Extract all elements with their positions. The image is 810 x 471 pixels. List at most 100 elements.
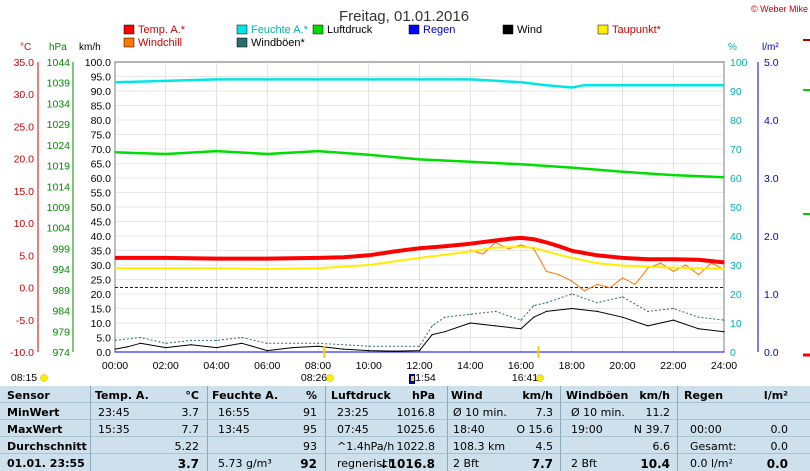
series-point [495, 325, 497, 327]
series-lines [114, 78, 725, 353]
pct-tick: 90 [730, 86, 742, 98]
kmh-tick: 35.0 [91, 246, 112, 258]
stats-cell: hPa [411, 389, 435, 402]
stats-cell: 10.4 [640, 457, 670, 471]
series-point [510, 238, 512, 240]
legend-swatch [123, 24, 135, 35]
series-point [698, 328, 700, 330]
rain-tick: 0.0 [764, 347, 779, 359]
series-point [723, 331, 725, 333]
legend-label: Temp. A.* [138, 24, 186, 36]
hpa-tick: 994 [52, 264, 70, 276]
series-point [520, 244, 522, 246]
series-point [495, 239, 497, 242]
stats-cell: 0.0 l/m² [690, 457, 733, 470]
series-point [723, 268, 725, 270]
series-point [317, 345, 319, 347]
stats-cell: 23:25 [337, 406, 369, 419]
series-line-5 [114, 308, 725, 352]
series-point [215, 150, 218, 152]
temp-tick: 0.0 [19, 283, 34, 295]
series-point [672, 319, 674, 321]
stats-cell: 5.22 [174, 440, 200, 453]
series-point [444, 245, 446, 247]
stats-cell: ^1.4hPa/h [337, 440, 395, 453]
stats-cell: 11.2 [645, 406, 671, 419]
stats-divider [677, 386, 678, 471]
hpa-tick: 999 [52, 243, 70, 255]
series-point [317, 78, 319, 80]
series-point [583, 290, 586, 292]
series-point [241, 342, 243, 344]
stats-row-divider [0, 436, 810, 437]
series-point [558, 245, 560, 247]
stats-cell: 3.7 [181, 406, 200, 419]
stats-cell: 0.0 [770, 440, 789, 453]
hpa-tick: 989 [52, 285, 70, 297]
stats-cell: 6.6 [652, 440, 671, 453]
stats-cell: 23:45 [98, 406, 130, 419]
series-point [558, 274, 560, 276]
stats-cell: 01.01. 23:55 [7, 457, 85, 470]
stats-cell: 16:55 [218, 406, 250, 419]
pct-tick: 70 [730, 144, 742, 156]
series-point [621, 277, 624, 279]
series-line-3 [114, 78, 724, 89]
stats-cell: 00:00 [690, 423, 722, 436]
series-point [660, 262, 662, 264]
rain-tick: 3.0 [764, 173, 779, 185]
axis-units: °C hPa km/h % l/m² [20, 42, 779, 53]
stats-cell: Windböen [566, 389, 629, 402]
legend-swatch [236, 37, 248, 48]
weather-chart: Freitag, 01.01.2016 © Weber Mike Temp. A… [10, 4, 810, 384]
series-point [495, 80, 497, 82]
legend-swatch [312, 24, 324, 35]
hpa-tick: 1019 [47, 161, 71, 173]
series-point [215, 347, 218, 349]
legend-label: Feuchte A.* [251, 24, 309, 36]
series-point [609, 287, 611, 289]
pct-tick: 30 [730, 260, 742, 272]
series-line-6 [114, 293, 725, 347]
kmh-tick: 10.0 [91, 318, 112, 330]
kmh-tick: 85.0 [91, 101, 112, 113]
kmh-tick: 100.0 [85, 57, 111, 69]
hpa-tick: 1039 [47, 78, 71, 90]
stats-cell: 19:00 [571, 423, 603, 436]
time-tick: 08:00 [305, 360, 331, 372]
unit-kmh: km/h [79, 42, 101, 53]
series-point [672, 174, 674, 176]
series-point [545, 84, 548, 86]
series-point [540, 261, 542, 263]
pct-tick: 20 [730, 289, 742, 301]
series-point [469, 78, 471, 80]
series-point [317, 342, 319, 344]
stats-cell: MinWert [7, 406, 60, 419]
series-point [621, 171, 624, 173]
series-point [583, 84, 586, 86]
stats-cell: 15:35 [98, 423, 130, 436]
unit-hpa: hPa [49, 42, 67, 53]
time-tick: 18:00 [559, 360, 585, 372]
series-point [533, 316, 535, 318]
series-point [571, 293, 573, 295]
stats-cell: 4.5 [535, 440, 554, 453]
legend-swatch [597, 24, 609, 35]
series-point [571, 250, 573, 252]
series-point [469, 250, 471, 253]
kmh-tick: 0.0 [96, 347, 111, 359]
series-point [266, 268, 268, 270]
series-point [545, 241, 548, 243]
chart-title: Freitag, 01.01.2016 [339, 8, 469, 25]
series-point [215, 258, 218, 260]
stats-cell: 91 [303, 406, 317, 419]
legend-swatch [123, 37, 135, 48]
stats-cell: ↓1016.8 [378, 457, 435, 471]
series-point [418, 247, 421, 249]
stats-divider [325, 386, 326, 471]
series-point [520, 237, 522, 239]
sunrise-icon [40, 374, 48, 382]
stats-cell: O 15.6 [516, 423, 553, 436]
stats-cell: l/m² [763, 389, 788, 402]
series-point [317, 267, 319, 269]
